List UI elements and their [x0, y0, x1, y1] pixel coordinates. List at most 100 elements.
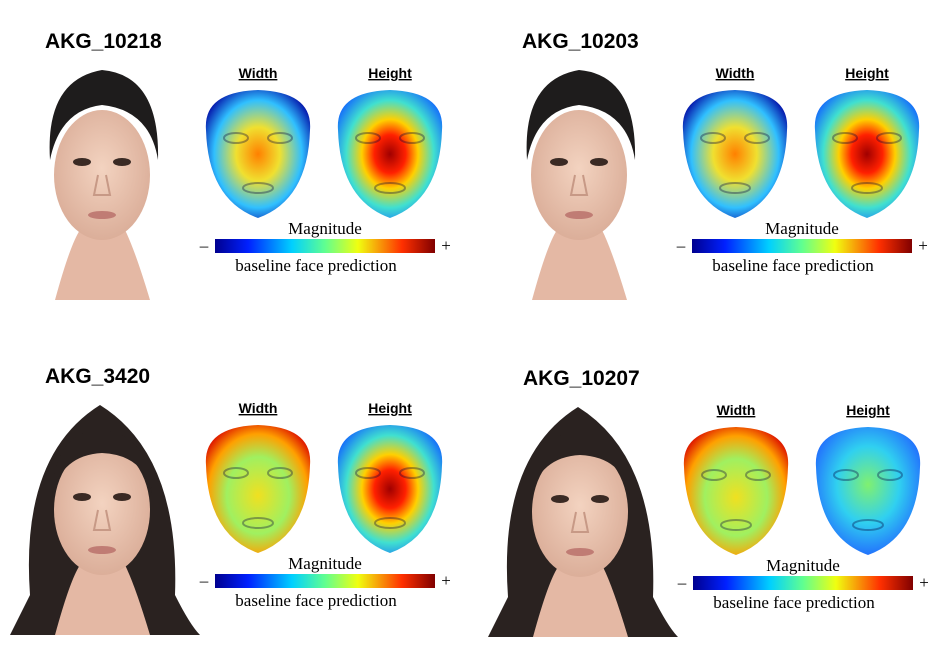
eye: [591, 495, 609, 503]
portrait: [49, 70, 159, 300]
mouth: [88, 546, 116, 554]
face: [531, 110, 627, 240]
colorbar-min: –: [199, 571, 209, 590]
panel-title: AKG_10207: [523, 367, 640, 390]
map-mouth: [851, 182, 883, 194]
portrait: [10, 405, 200, 635]
map-eye: [700, 132, 726, 144]
map-eye: [876, 132, 902, 144]
nose: [92, 509, 112, 531]
colorbar-caption: baseline face prediction: [713, 593, 875, 612]
colorbar-min: –: [199, 236, 209, 255]
nose: [570, 511, 590, 533]
colorbar: [215, 574, 435, 588]
map-eye: [877, 469, 903, 481]
colorbar-min: –: [676, 236, 686, 255]
map-label: Height: [368, 400, 412, 416]
map-eye: [399, 132, 425, 144]
neck: [533, 567, 628, 637]
map-eye: [399, 467, 425, 479]
colorbar-max: +: [441, 236, 451, 255]
map-mouth: [720, 519, 752, 531]
map-label: Height: [845, 65, 889, 81]
neck: [532, 230, 627, 300]
map-eye: [223, 132, 249, 144]
map-eye: [744, 132, 770, 144]
panel-title: AKG_10218: [45, 30, 162, 53]
colorbar: [215, 239, 435, 253]
map-eye: [701, 469, 727, 481]
panel-title: AKG_10203: [522, 30, 639, 53]
colorbar-title: Magnitude: [766, 556, 840, 575]
map-eye: [355, 132, 381, 144]
mouth: [566, 548, 594, 556]
colorbar: [692, 239, 912, 253]
heat-map: [683, 427, 789, 555]
colorbar-max: +: [919, 573, 929, 592]
heat-map: [337, 90, 443, 218]
heat-map: [205, 90, 311, 218]
panel: AKG_10218 Width Height Magnitude – + baseline …: [45, 30, 451, 300]
colorbar-caption: baseline face prediction: [712, 256, 874, 275]
map-label: Width: [239, 400, 278, 416]
map-mouth: [374, 517, 406, 529]
map-label: Width: [716, 65, 755, 81]
eye: [550, 158, 568, 166]
colorbar-max: +: [918, 236, 928, 255]
panel: AKG_3420 Width Height Magnitude – + baseline f…: [10, 365, 451, 635]
eye: [590, 158, 608, 166]
colorbar: [693, 576, 913, 590]
map-eye: [223, 467, 249, 479]
eye: [113, 493, 131, 501]
portrait: [488, 407, 678, 637]
neck: [55, 565, 150, 635]
hair-top: [530, 432, 630, 497]
colorbar-title: Magnitude: [765, 219, 839, 238]
mouth: [565, 211, 593, 219]
heat-map: [815, 427, 921, 555]
eye: [73, 493, 91, 501]
nose: [92, 174, 112, 196]
map-mouth: [374, 182, 406, 194]
map-eye: [745, 469, 771, 481]
map-label: Height: [368, 65, 412, 81]
panel-title: AKG_3420: [45, 365, 150, 388]
map-eye: [832, 132, 858, 144]
heat-map: [205, 425, 311, 553]
eye: [551, 495, 569, 503]
colorbar-min: –: [677, 573, 687, 592]
map-label: Width: [717, 402, 756, 418]
map-label: Height: [846, 402, 890, 418]
colorbar-caption: baseline face prediction: [235, 591, 397, 610]
map-eye: [355, 467, 381, 479]
colorbar-title: Magnitude: [288, 219, 362, 238]
colorbar-max: +: [441, 571, 451, 590]
map-eye: [267, 132, 293, 144]
panel: AKG_10207 Width Height Magnitude – + baseline …: [488, 367, 929, 637]
heat-map: [337, 425, 443, 553]
colorbar-title: Magnitude: [288, 554, 362, 573]
map-eye: [833, 469, 859, 481]
map-mouth: [242, 517, 274, 529]
map-label: Width: [239, 65, 278, 81]
panel: AKG_10203 Width Height Magnitude – + baseline …: [522, 30, 928, 300]
eye: [113, 158, 131, 166]
neck: [55, 230, 150, 300]
map-mouth: [719, 182, 751, 194]
nose: [569, 174, 589, 196]
face: [54, 445, 150, 575]
map-eye: [267, 467, 293, 479]
colorbar-caption: baseline face prediction: [235, 256, 397, 275]
face: [54, 110, 150, 240]
hair-top: [52, 430, 152, 495]
portrait: [526, 70, 636, 300]
hair: [526, 70, 636, 160]
heat-map: [814, 90, 920, 218]
map-mouth: [852, 519, 884, 531]
map-mouth: [242, 182, 274, 194]
hair: [49, 70, 159, 160]
eye: [73, 158, 91, 166]
face: [532, 447, 628, 577]
heat-map: [682, 90, 788, 218]
